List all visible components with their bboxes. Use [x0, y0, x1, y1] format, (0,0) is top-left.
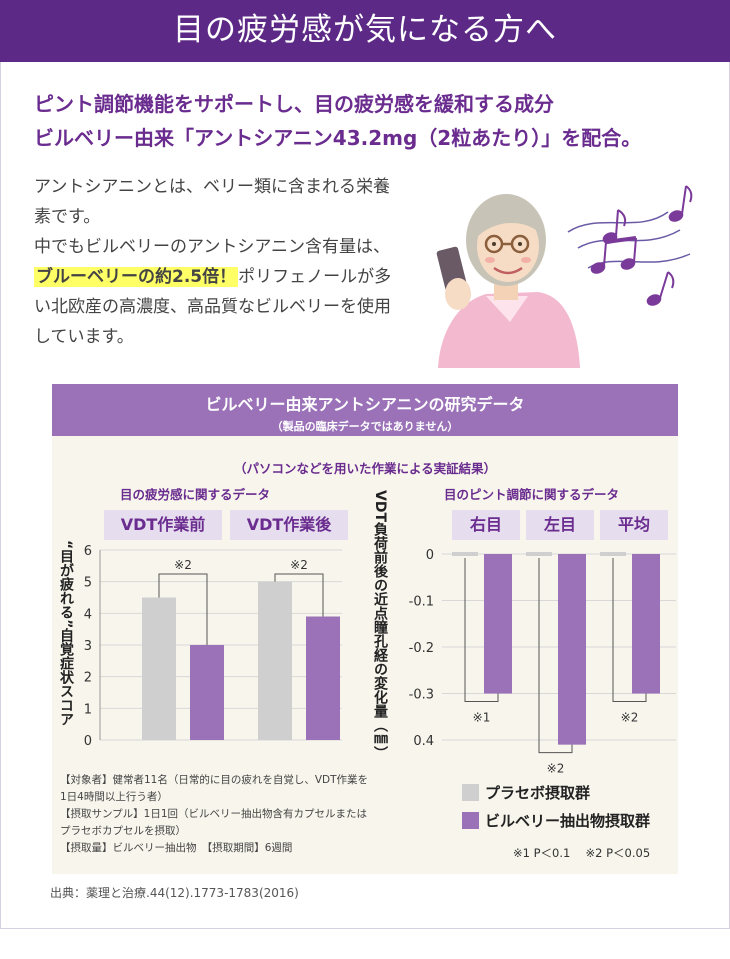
- bar-placebo: [142, 597, 176, 740]
- legend-label-placebo: プラセボ摂取群: [485, 784, 591, 802]
- woman-phone-illustration: [436, 185, 693, 368]
- bar-placebo: [258, 581, 292, 740]
- right-chart-title: 目のピント調節に関するデータ: [444, 487, 620, 502]
- y-tick-label: 0: [84, 734, 92, 749]
- study-title: ビルベリー由来アントシアニンの研究データ: [205, 395, 525, 414]
- intro-text: アントシアニンとは、ベリー類に含まれる栄養素です。 中でもビルベリーのアントシア…: [34, 172, 404, 352]
- legend-swatch-bilberry: [462, 812, 479, 829]
- significance-label: ※2: [174, 558, 192, 572]
- legend-bilberry: ビルベリー抽出物摂取群: [462, 810, 650, 831]
- bar-bilberry: [306, 616, 340, 740]
- category-label-before: VDT作業前: [104, 510, 222, 540]
- y-tick-label: 0: [426, 548, 434, 563]
- significance-label: ※1: [473, 711, 491, 725]
- study-notes: 【対象者】健常者11名（日常的に目の疲れを自覚し、VDT作業を 1日4時間以上行…: [60, 772, 400, 857]
- page-banner: 目の疲労感が気になる方へ: [0, 0, 730, 62]
- note-line: 【摂取サンプル】1日1回（ビルベリー抽出物含有カプセルまたは: [60, 808, 368, 820]
- category-label-left-eye: 左目: [526, 510, 594, 540]
- significance-bracket: [538, 558, 573, 754]
- significance-bracket: [158, 573, 208, 645]
- y-tick-label: 2: [84, 671, 92, 686]
- y-tick-label: -0.1: [409, 595, 434, 610]
- bar-placebo: [526, 552, 552, 556]
- eye-fatigue-chart: 0 1 2 3 4 5 6 ※2 ※2: [84, 544, 342, 749]
- significance-label: ※2: [290, 558, 308, 572]
- significance-bracket: [274, 573, 324, 617]
- intro-paragraph-1: アントシアニンとは、ベリー類に含まれる栄養素です。: [34, 177, 390, 227]
- y-tick-label: 0.4: [413, 734, 434, 749]
- significance-bracket: [464, 558, 499, 702]
- bar-placebo: [600, 552, 626, 556]
- study-header: ビルベリー由来アントシアニンの研究データ （製品の臨床データではありません）: [52, 384, 678, 436]
- category-label-average: 平均: [600, 510, 668, 540]
- y-tick-label: 6: [84, 544, 92, 559]
- bar-bilberry: [484, 554, 512, 694]
- bar-bilberry: [190, 645, 224, 740]
- lead-line-1: ピント調節機能をサポートし、目の疲労感を緩和する成分: [34, 92, 554, 116]
- p-values: ※1 P＜0.1 ※2 P＜0.05: [513, 846, 651, 860]
- intro-highlight: ブルーベリーの約2.5倍！: [34, 267, 239, 287]
- y-tick-label: 5: [84, 576, 92, 591]
- legend-label-bilberry: ビルベリー抽出物摂取群: [485, 812, 651, 830]
- legend-placebo: プラセボ摂取群: [462, 782, 590, 803]
- source-citation: 出典：薬理と治療.44(12).1773-1783(2016): [50, 886, 299, 900]
- note-line: プラセボカプセルを摂取）: [60, 825, 186, 837]
- legend-swatch-placebo: [462, 784, 479, 801]
- y-tick-label: 4: [84, 607, 92, 622]
- category-label-after: VDT作業後: [230, 510, 348, 540]
- significance-label: ※2: [547, 762, 565, 776]
- note-line: 1日4時間以上行う者）: [60, 791, 168, 803]
- y-tick-label: -0.3: [409, 688, 434, 703]
- intro-paragraph-2-end: ポリフェノールが多い北欧産の高濃度、高品質なビルベリーを使用しています。: [34, 267, 392, 347]
- significance-label: ※2: [621, 711, 639, 725]
- y-tick-label: -0.2: [409, 641, 434, 656]
- study-subtitle: （製品の臨床データではありません）: [271, 420, 459, 433]
- category-label-right-eye: 右目: [452, 510, 520, 540]
- left-y-axis-label: “目が疲れる”自覚症状スコア: [58, 540, 74, 727]
- study-method: （パソコンなどを用いた作業による実証結果）: [234, 461, 497, 476]
- note-line: 【対象者】健常者11名（日常的に目の疲れを自覚し、VDT作業を: [60, 774, 369, 786]
- lead-line-2: ビルベリー由来「アントシアニン43.2mg（2粒あたり）」を配合。: [34, 126, 642, 150]
- intro-paragraph-2-start: 中でもビルベリーのアントシアニン含有量は、: [34, 237, 390, 257]
- y-tick-label: 1: [84, 702, 92, 717]
- left-chart-title: 目の疲労感に関するデータ: [120, 487, 271, 502]
- bar-bilberry: [632, 554, 660, 694]
- right-y-axis-label: VDT負荷前後の近点瞳孔経の変化量（㎜）: [372, 490, 388, 761]
- note-line: 【摂取量】ビルベリー抽出物 【摂取期間】6週間: [60, 842, 293, 854]
- bar-placebo: [452, 552, 478, 556]
- focus-adjustment-chart: 0 -0.1 -0.2 -0.3 0.4 ※1 ※2 ※2: [409, 548, 676, 776]
- significance-bracket: [612, 558, 647, 702]
- bar-bilberry: [558, 554, 586, 745]
- y-tick-label: 3: [84, 639, 92, 654]
